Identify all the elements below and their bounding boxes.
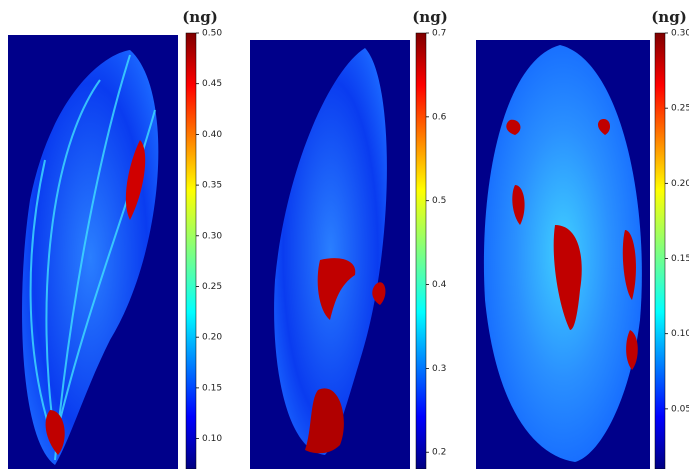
colorbar-tick-label: 0.40 xyxy=(202,130,222,140)
figure: (ng) 0.50 0.45 0.40 0.35 0.30 0.25 0.20 0.15 0.10… xyxy=(0,0,689,469)
colorbar-tick-label: 0.20 xyxy=(202,333,222,343)
colorbar-tick-label: 0.15 xyxy=(202,383,222,393)
unit-label: (ng) xyxy=(651,8,687,26)
colorbar-tick-label: 0.10 xyxy=(671,329,689,339)
unit-label: (ng) xyxy=(182,8,218,26)
unit-label: (ng) xyxy=(412,8,448,26)
colorbar-tick-label: 0.10 xyxy=(202,434,222,444)
heatmap-image xyxy=(8,35,178,469)
colorbar-tick-label: 0.7 xyxy=(432,29,446,39)
colorbar xyxy=(416,33,426,469)
colorbar-tick-label: 0.4 xyxy=(432,280,447,290)
colorbar-tick-label: 0.30 xyxy=(202,231,222,241)
heatmap-image xyxy=(250,40,410,469)
colorbar xyxy=(655,33,665,469)
colorbar-tick-label: 0.05 xyxy=(671,404,689,414)
colorbar-tick-label: 0.15 xyxy=(671,254,689,264)
colorbar xyxy=(186,33,196,469)
colorbar-tick-label: 0.20 xyxy=(671,179,689,189)
colorbar-tick-label: 0.2 xyxy=(432,448,446,458)
colorbar-tick-label: 0.5 xyxy=(432,196,446,206)
colorbar-tick-label: 0.25 xyxy=(202,282,222,292)
colorbar-tick-label: 0.25 xyxy=(671,104,689,114)
colorbar-tick-label: 0.3 xyxy=(432,364,446,374)
heatmap-image xyxy=(476,40,650,469)
colorbar-tick-label: 0.6 xyxy=(432,112,447,122)
colorbar-tick-label: 0.45 xyxy=(202,79,222,89)
colorbar-tick-label: 0.35 xyxy=(202,181,222,191)
colorbar-tick-label: 0.50 xyxy=(202,29,222,39)
colorbar-tick-label: 0.30 xyxy=(671,29,689,39)
